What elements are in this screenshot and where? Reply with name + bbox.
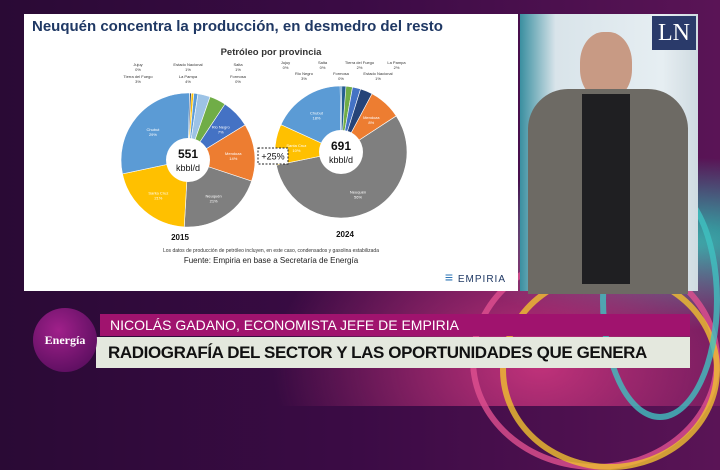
slice-value: 0% bbox=[235, 79, 241, 84]
slice-value: 7% bbox=[218, 129, 224, 134]
chart-source: Fuente: Empiria en base a Secretaría de … bbox=[183, 256, 359, 265]
slice-label: Santa Cruz bbox=[148, 191, 168, 196]
presentation-slide: Neuquén concentra la producción, en desm… bbox=[24, 14, 518, 291]
slice-label: La Pampa bbox=[387, 60, 406, 65]
slice-value: 2% bbox=[394, 65, 400, 70]
studio-video bbox=[520, 14, 698, 294]
slice-value: 3% bbox=[135, 79, 141, 84]
slice-label: Santa Cruz bbox=[286, 143, 306, 148]
slice-value: 21% bbox=[154, 196, 162, 201]
slice-label: Tierra del Fuego bbox=[345, 60, 375, 65]
slice-value: 8% bbox=[368, 120, 374, 125]
slice-label: Jujuy bbox=[281, 60, 290, 65]
center-value: 691 bbox=[331, 139, 351, 153]
slice-label: Rio Negro bbox=[295, 71, 314, 76]
slice-value: 14% bbox=[229, 156, 237, 161]
slice-value: 0% bbox=[283, 65, 289, 70]
presenter-sweater bbox=[582, 94, 630, 284]
slice-label: Chubut bbox=[310, 110, 324, 115]
chart-title: Petróleo por provincia bbox=[220, 47, 322, 58]
slice-label: Formosa bbox=[333, 71, 350, 76]
slice-label: Neuquén bbox=[205, 194, 221, 199]
slice-value: 3% bbox=[301, 76, 307, 81]
slice-label: Neuquén bbox=[350, 190, 366, 195]
slice-value: 18% bbox=[312, 115, 320, 120]
slice-value: 1% bbox=[235, 67, 241, 72]
center-unit: kbbl/d bbox=[176, 163, 200, 173]
slice-label: Chubut bbox=[147, 127, 161, 132]
slice-value: 0% bbox=[338, 76, 344, 81]
slice-value: 2% bbox=[357, 65, 363, 70]
slice-label: Tierra del Fuego bbox=[123, 74, 153, 79]
growth-label: +25% bbox=[261, 152, 284, 162]
slice-value: 1% bbox=[185, 67, 191, 72]
headline-bar: RADIOGRAFÍA DEL SECTOR Y LAS OPORTUNIDAD… bbox=[96, 337, 690, 368]
pie-slice-1-8 bbox=[280, 85, 342, 153]
pie-slice-0-8 bbox=[122, 159, 189, 228]
slice-label: Estado Nacional bbox=[173, 62, 202, 67]
pie-year: 2015 bbox=[171, 233, 189, 242]
slice-value: 21% bbox=[210, 199, 218, 204]
logo-text: EMPIRIA bbox=[457, 274, 506, 285]
pie-slice-0-6 bbox=[187, 124, 256, 182]
empiria-logo: ≡ EMPIRIA bbox=[444, 269, 506, 285]
center-value: 551 bbox=[178, 147, 198, 161]
slice-label: Jujuy bbox=[133, 62, 142, 67]
slice-value: 1% bbox=[375, 76, 381, 81]
pie-center bbox=[319, 130, 363, 174]
slice-label: Salta bbox=[318, 60, 328, 65]
slice-label: La Pampa bbox=[179, 74, 198, 79]
slice-label: Mendoza bbox=[363, 115, 380, 120]
slice-value: 56% bbox=[354, 195, 362, 200]
slice-value: 0% bbox=[135, 67, 141, 72]
speaker-bar: NICOLÁS GADANO, ECONOMISTA JEFE DE EMPIR… bbox=[100, 314, 690, 336]
slice-value: 0% bbox=[320, 65, 326, 70]
headline: RADIOGRAFÍA DEL SECTOR Y LAS OPORTUNIDAD… bbox=[108, 343, 647, 362]
pie-center bbox=[166, 138, 210, 182]
slice-value: 10% bbox=[292, 148, 300, 153]
slice-value: 29% bbox=[149, 132, 157, 137]
pie-year: 2024 bbox=[336, 230, 354, 239]
slice-label: Salta bbox=[233, 62, 243, 67]
center-unit: kbbl/d bbox=[329, 155, 353, 165]
slide-title: Neuquén concentra la producción, en desm… bbox=[32, 18, 443, 35]
presenter-head bbox=[580, 32, 632, 100]
chart-note: Los datos de producción de petróleo incl… bbox=[163, 248, 379, 254]
slice-label: Mendoza bbox=[225, 151, 242, 156]
slice-label: Estado Nacional bbox=[363, 71, 392, 76]
growth-box bbox=[257, 147, 289, 165]
slice-value: 4% bbox=[185, 79, 191, 84]
speaker-name: NICOLÁS GADANO, ECONOMISTA JEFE DE EMPIR… bbox=[110, 317, 460, 333]
slice-label: Formosa bbox=[230, 74, 247, 79]
section-badge: Energía bbox=[33, 308, 97, 372]
slice-label: Rio Negro bbox=[212, 124, 231, 129]
channel-logo: LN bbox=[652, 16, 696, 50]
